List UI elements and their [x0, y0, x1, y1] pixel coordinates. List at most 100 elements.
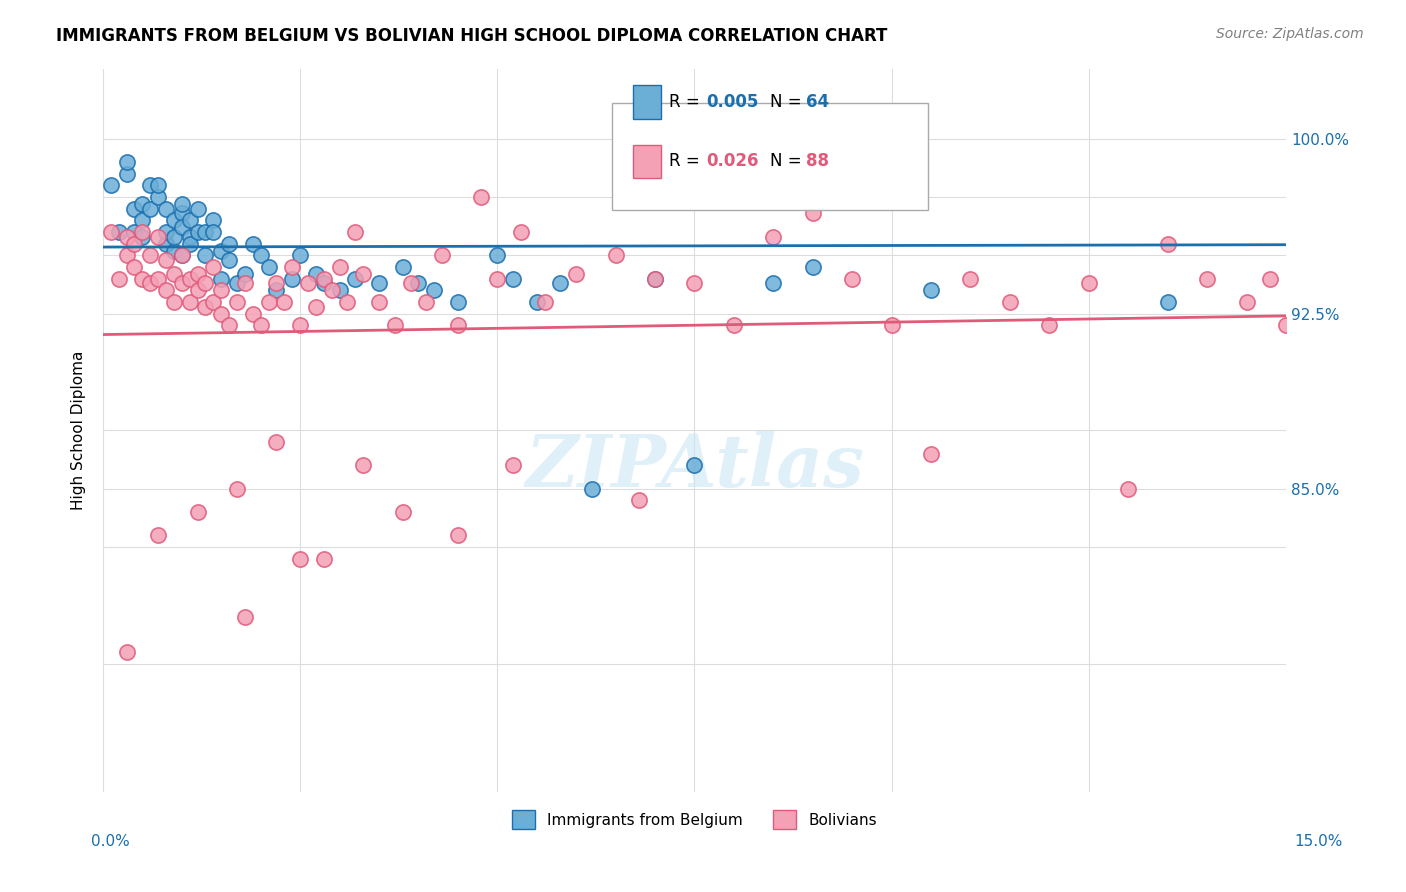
Point — [628, 493, 651, 508]
Point — [139, 248, 162, 262]
Point — [124, 260, 146, 274]
Point — [447, 528, 470, 542]
Point — [155, 202, 177, 216]
Point — [209, 244, 232, 258]
Point — [368, 294, 391, 309]
Point — [187, 202, 209, 216]
Point — [179, 236, 201, 251]
Point — [1236, 294, 1258, 309]
Point — [920, 446, 942, 460]
Point — [115, 645, 138, 659]
Point — [194, 248, 217, 262]
Point — [100, 178, 122, 193]
Point — [209, 271, 232, 285]
Point — [131, 271, 153, 285]
Point — [146, 528, 169, 542]
Point — [202, 213, 225, 227]
Text: R =: R = — [669, 93, 706, 111]
Y-axis label: High School Diploma: High School Diploma — [72, 351, 86, 510]
Point — [288, 318, 311, 333]
Point — [312, 277, 335, 291]
Point — [415, 294, 437, 309]
Point — [170, 220, 193, 235]
Point — [880, 318, 903, 333]
Point — [841, 271, 863, 285]
Point — [139, 277, 162, 291]
Point — [266, 277, 288, 291]
Point — [124, 236, 146, 251]
Point — [179, 271, 201, 285]
Point — [526, 294, 548, 309]
Point — [226, 277, 249, 291]
Point — [550, 277, 572, 291]
Point — [533, 294, 555, 309]
Point — [288, 248, 311, 262]
Point — [218, 318, 240, 333]
Point — [391, 505, 413, 519]
Point — [242, 307, 264, 321]
Point — [155, 225, 177, 239]
Point — [187, 505, 209, 519]
Text: N =: N = — [770, 153, 807, 170]
Point — [998, 294, 1021, 309]
Point — [115, 229, 138, 244]
Point — [233, 267, 256, 281]
Point — [194, 277, 217, 291]
Point — [163, 213, 186, 227]
Point — [723, 318, 745, 333]
Point — [163, 294, 186, 309]
Point — [1275, 318, 1298, 333]
Point — [202, 225, 225, 239]
Point — [107, 271, 129, 285]
Text: 0.005: 0.005 — [706, 93, 758, 111]
Point — [762, 229, 785, 244]
Point — [163, 267, 186, 281]
Point — [139, 178, 162, 193]
Point — [344, 271, 367, 285]
Point — [124, 202, 146, 216]
Text: 0.026: 0.026 — [706, 153, 758, 170]
Text: IMMIGRANTS FROM BELGIUM VS BOLIVIAN HIGH SCHOOL DIPLOMA CORRELATION CHART: IMMIGRANTS FROM BELGIUM VS BOLIVIAN HIGH… — [56, 27, 887, 45]
Point — [209, 283, 232, 297]
Point — [683, 277, 706, 291]
Point — [281, 271, 304, 285]
Point — [305, 300, 328, 314]
Point — [288, 551, 311, 566]
Point — [233, 277, 256, 291]
Point — [155, 236, 177, 251]
Point — [328, 283, 350, 297]
Point — [1156, 236, 1178, 251]
Text: 15.0%: 15.0% — [1295, 834, 1343, 849]
Point — [249, 248, 271, 262]
Point — [155, 252, 177, 267]
Point — [391, 260, 413, 274]
Point — [218, 236, 240, 251]
Point — [226, 294, 249, 309]
Point — [486, 248, 509, 262]
Point — [1038, 318, 1060, 333]
Point — [321, 283, 343, 297]
Point — [257, 294, 280, 309]
Point — [115, 248, 138, 262]
Point — [179, 213, 201, 227]
Point — [170, 248, 193, 262]
Point — [273, 294, 295, 309]
Point — [139, 202, 162, 216]
Point — [447, 318, 470, 333]
Point — [115, 167, 138, 181]
Point — [1258, 271, 1281, 285]
Point — [423, 283, 446, 297]
Point — [959, 271, 981, 285]
Point — [124, 225, 146, 239]
Point — [644, 271, 666, 285]
Point — [194, 300, 217, 314]
Point — [470, 190, 492, 204]
Point — [328, 260, 350, 274]
Point — [209, 307, 232, 321]
Point — [502, 458, 524, 473]
Point — [312, 551, 335, 566]
Point — [266, 434, 288, 449]
Point — [146, 271, 169, 285]
Point — [605, 248, 627, 262]
Point — [131, 197, 153, 211]
